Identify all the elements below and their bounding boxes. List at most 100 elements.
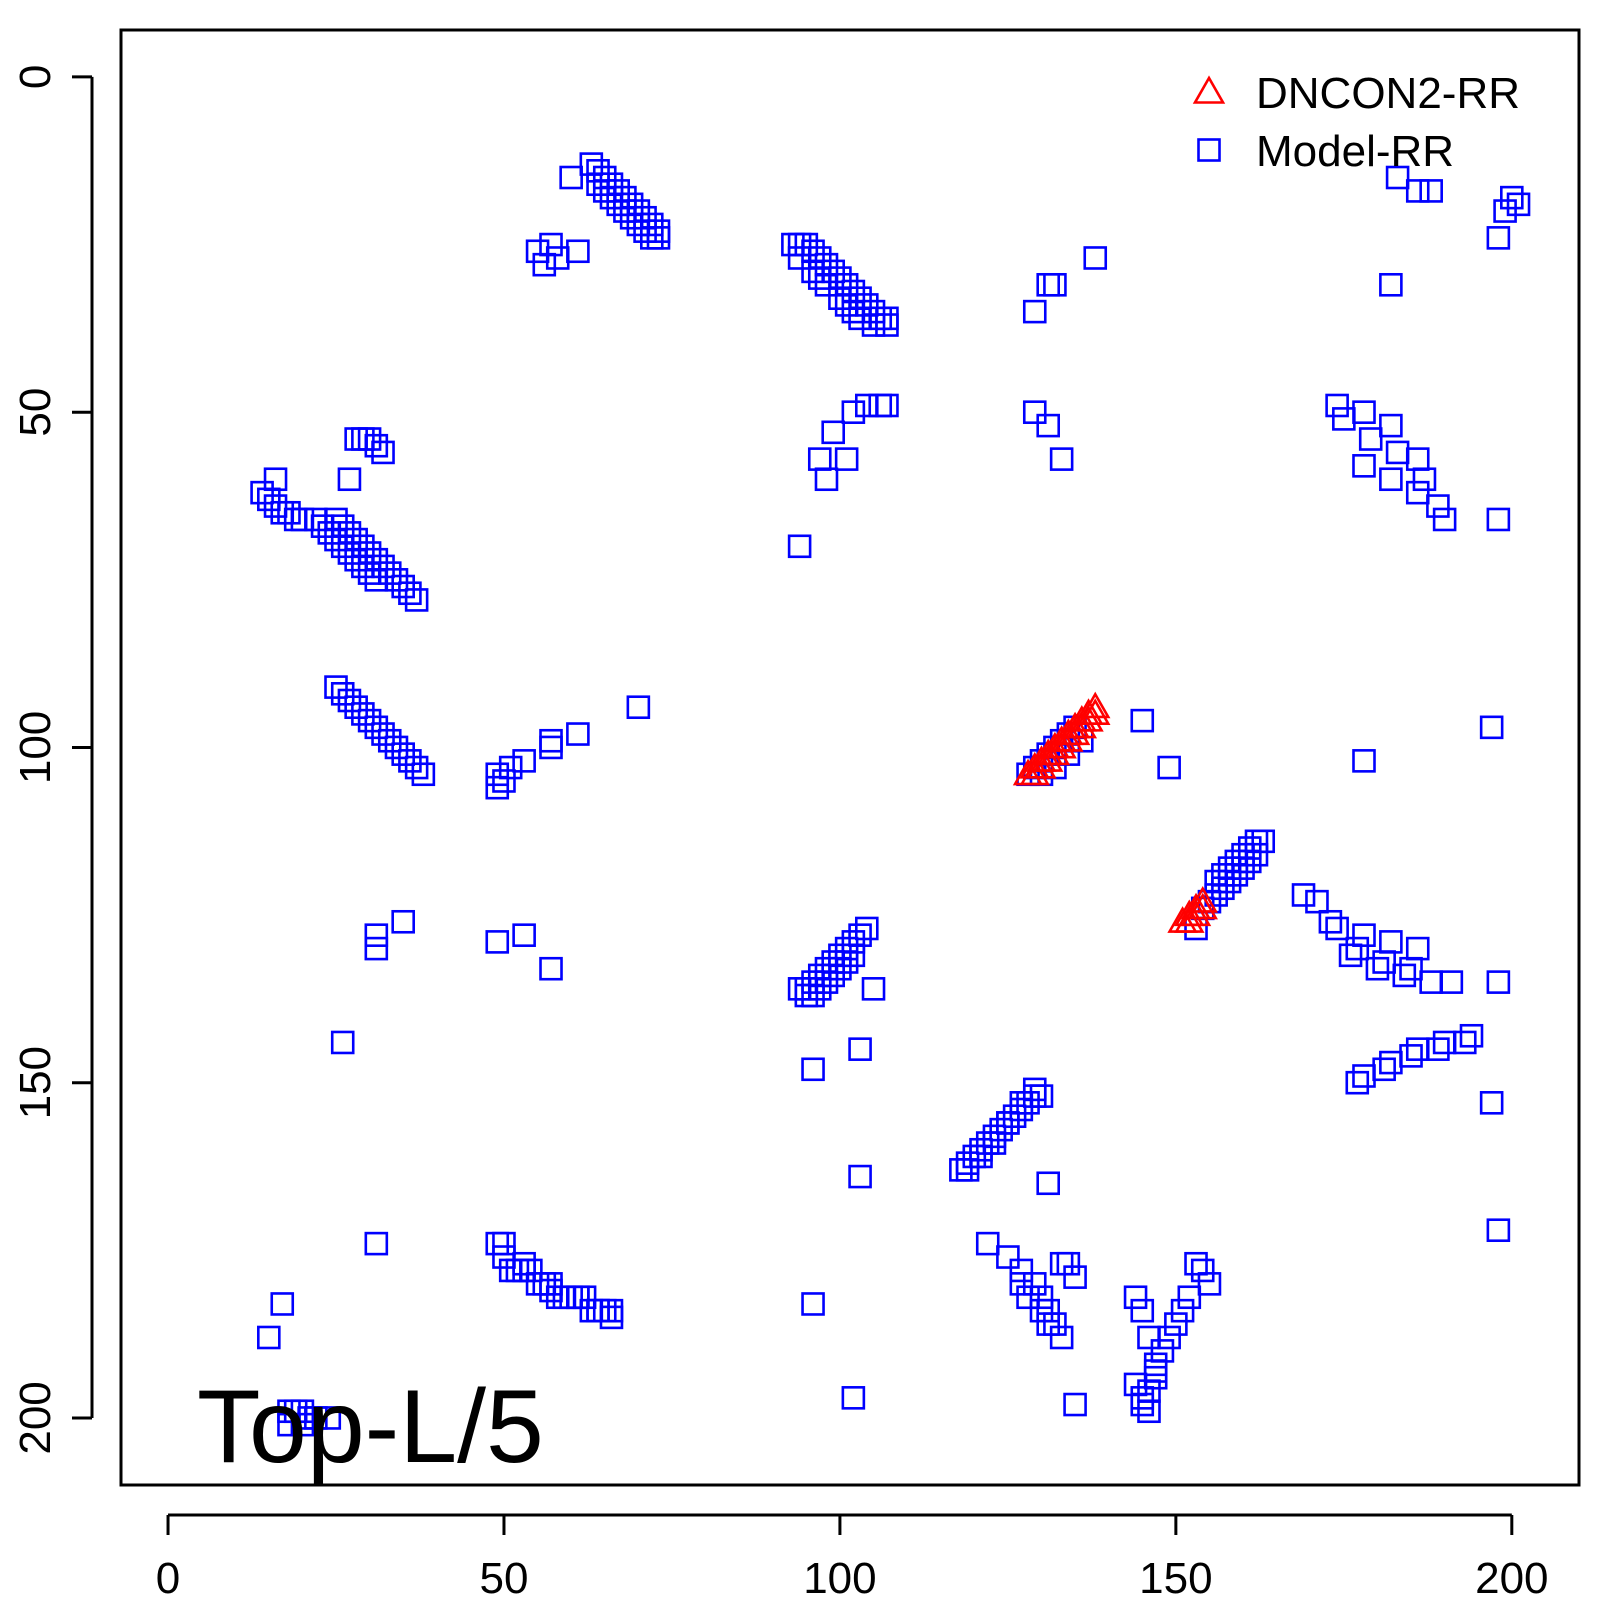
model-rr-point [1432,1030,1457,1055]
model-rr-point [1439,970,1464,994]
model-rr-point [290,1412,315,1437]
model-rr-point [996,1245,1020,1269]
model-rr-point [606,179,630,203]
model-rr-point [982,1131,1007,1155]
y-tick-label: 150 [11,1046,60,1119]
model-rr-point [801,1057,825,1082]
model-rr-point [579,1298,604,1323]
model-rr-point [975,1131,1000,1155]
model-rr-point [1150,1339,1175,1363]
model-rr-point [875,306,899,331]
model-rr-point [351,702,375,726]
model-rr-point [1036,1171,1061,1196]
model-rr-point [539,728,563,753]
model-rr-point [828,286,852,311]
model-rr-point [586,1298,610,1323]
model-rr-point [1405,447,1430,471]
model-rr-point [814,467,839,492]
model-rr-point [828,266,852,290]
model-rr-point [1251,829,1276,854]
model-rr-point [1352,749,1376,773]
model-rr-point [364,568,389,592]
model-rr-point [599,1305,624,1330]
model-rr-point [969,1137,993,1162]
model-rr-point [814,970,839,994]
model-rr-point [801,983,825,1008]
model-rr-point [848,1164,872,1189]
model-rr-point [324,527,348,552]
model-rr-point [283,507,308,532]
model-rr-point [807,447,832,471]
model-rr-point [304,1406,328,1430]
model-rr-point [633,205,657,230]
model-rr-point [814,272,839,297]
model-rr-point [498,755,523,780]
model-rr-point [875,313,899,337]
model-rr-point [525,239,550,264]
model-rr-point [566,1285,590,1310]
model-rr-point [250,480,274,505]
model-rr-point [854,916,879,941]
model-rr-point [391,909,415,934]
model-rr-point [290,1399,315,1424]
model-rr-point [1009,1272,1034,1296]
model-rr-point [794,977,819,1001]
y-axis: 0 50 100 150 200 [11,65,94,1455]
model-rr-point [1022,299,1047,324]
model-rr-point [1164,1312,1188,1336]
model-rr-point [1479,715,1504,740]
model-rr-point [545,1285,570,1310]
model-rr-point [391,574,415,599]
model-rr-point [787,977,812,1001]
model-rr-point [592,179,617,203]
model-rr-point [1130,1392,1155,1417]
dncon2-rr-point [1187,892,1218,920]
model-rr-point [801,259,825,284]
model-rr-point [1452,1030,1477,1055]
model-rr-point [828,943,852,968]
model-rr-point [807,963,832,988]
model-rr-point [1029,1298,1054,1323]
model-rr-point [1412,467,1437,492]
model-rr-point [787,534,812,559]
model-rr-point [854,293,879,317]
model-rr-point [492,1231,516,1256]
model-rr-point [834,950,859,974]
model-rr-point [1049,1251,1074,1276]
model-rr-point [989,1117,1013,1142]
model-rr-point [1143,1359,1168,1383]
model-rr-point [1211,876,1235,901]
model-rr-point [1432,507,1457,532]
model-rr-point [566,239,590,264]
model-rr-point [1036,272,1061,297]
dncon2-rr-point [1032,745,1064,772]
model-rr-point [1002,1104,1027,1129]
model-rr-point [834,936,859,961]
model-rr-point [344,695,368,720]
model-rr-point [646,219,671,243]
model-rr-point [996,1111,1020,1135]
dncon2-rr-point [1046,731,1077,759]
model-rr-point [1325,393,1349,418]
x-tick-label: 0 [156,1554,180,1600]
model-rr-point [357,427,382,451]
model-rr-point [821,259,846,284]
top-l5-annotation: Top-L/5 [197,1369,544,1485]
model-rr-point [1479,1091,1504,1115]
model-rr-point [1399,1044,1423,1068]
model-rr-point [613,199,637,223]
model-rr-point [485,930,510,954]
model-rr-point [1352,1064,1376,1088]
model-rr-point [962,1144,987,1169]
model-rr-point [807,266,832,290]
model-rr-point [1049,1325,1074,1350]
dncon2-rr-point [1066,711,1098,739]
model-rr-point [257,1325,281,1350]
model-rr-point [1332,407,1356,431]
model-rr-point [1029,1285,1054,1310]
model-rr-point [1184,1251,1208,1276]
model-rr-point [1405,936,1430,961]
model-rr-point [1305,889,1329,914]
model-rr-point [505,1258,530,1283]
